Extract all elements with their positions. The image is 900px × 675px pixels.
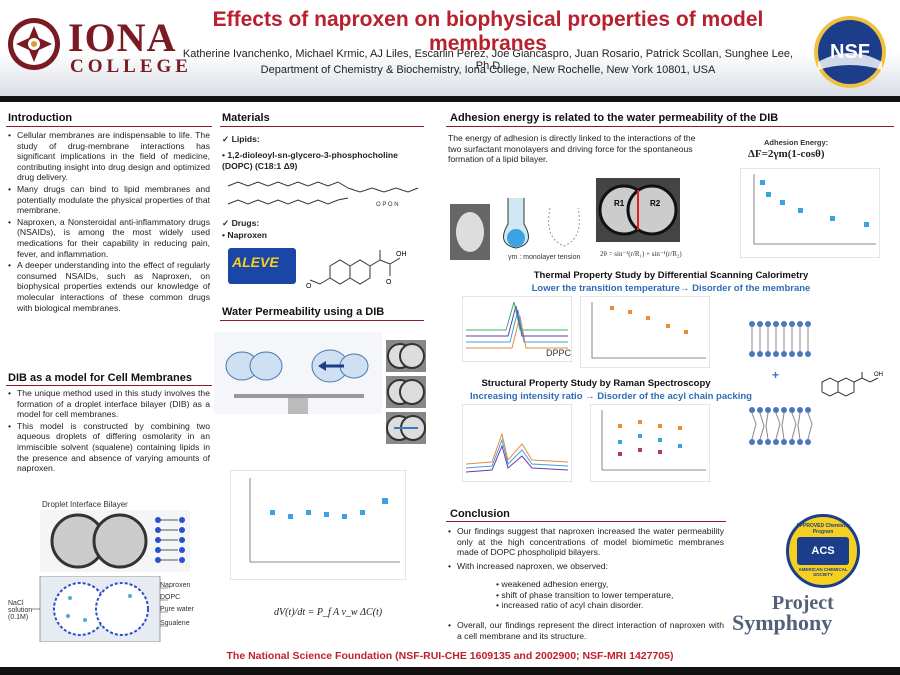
water-transport-figure (214, 332, 382, 414)
intro-body: Cellular membranes are indispensable to … (8, 130, 210, 314)
intro-bullet: Naproxen, a Nonsteroidal anti-inflammato… (8, 217, 210, 259)
dib-body: The unique method used in this study inv… (8, 388, 210, 475)
plus-icon: + (772, 368, 780, 382)
contact-angle-figure: R1 R2 (596, 178, 680, 242)
drugs-heading: ✓ Drugs: (222, 218, 260, 228)
label-dopc: DOPC (160, 594, 181, 601)
lipid-name: • 1,2-dioleoyl-sn-glycero-3-phosphocholi… (222, 150, 398, 171)
label-pure-water: Pure water (160, 606, 194, 613)
aleve-label: ALEVE (232, 254, 279, 270)
conclusion-rule (446, 521, 726, 522)
svg-text:O: O (386, 279, 392, 286)
ordered-bilayer-icon (749, 321, 811, 357)
svg-text:OH: OH (874, 372, 883, 378)
raman-ratio-plot (590, 404, 710, 482)
adhesion-text: The energy of adhesion is directly linke… (448, 133, 696, 165)
conclusion-title: Conclusion (450, 508, 510, 520)
dsc-subtitle: Lower the transition temperature→ Disord… (531, 283, 811, 294)
droplet-tension-figure (450, 198, 580, 260)
dsc-transition-plot (580, 296, 710, 368)
dopc-structure: O P O N (227, 181, 419, 208)
intro-bullet: Many drugs can bind to lipid membranes a… (8, 184, 210, 216)
intro-bullet: A deeper understanding into the effect o… (8, 260, 210, 313)
aleve-box: ALEVE (228, 248, 296, 284)
intro-bullet: Cellular membranes are indispensable to … (8, 130, 210, 183)
conclusion-bullet: With increased naproxen, we observed: (448, 561, 724, 572)
drug-name: • Naproxen (222, 230, 268, 240)
materials-title: Materials (222, 112, 270, 124)
disordered-bilayer-icon (749, 407, 813, 445)
adhesion-energy-plot (740, 168, 880, 258)
conclusion-bullet: Our findings suggest that naproxen incre… (448, 526, 724, 558)
funding-footer: The National Science Foundation (NSF-RUI… (226, 650, 674, 662)
label-squalene: Squalene (160, 620, 190, 627)
affiliation: Department of Chemistry & Biochemistry, … (260, 64, 716, 76)
dsc-plot-label: DPPC (546, 348, 572, 358)
adhesion-rule (446, 126, 894, 127)
adhesion-formula: ΔF=2γm(1-cosθ) (748, 148, 825, 160)
water-perm-rule (220, 320, 424, 321)
conclusion-sub-bullet: • increased ratio of acyl chain disorder… (496, 600, 644, 611)
nsf-logo-text: NSF (830, 41, 870, 63)
dib-bullet: The unique method used in this study inv… (8, 388, 210, 420)
acs-badge-mid: ACS (797, 537, 849, 565)
droplet-bilayer-figure (40, 510, 190, 572)
poster-title: Effects of naproxen on biophysical prope… (212, 8, 764, 55)
adhesion-energy-label: Adhesion Energy: (764, 138, 829, 147)
dib-title: DIB as a model for Cell Membranes (8, 372, 192, 384)
conclusion-sub-list: • weakened adhesion energy, • shift of p… (496, 579, 726, 611)
acs-badge-bottom: AMERICAN CHEMICAL SOCIETY (798, 567, 848, 577)
label-nacl: NaCl solution (0.1M) (8, 600, 33, 621)
intro-rule (6, 126, 212, 127)
conclusion-bullet: Overall, our findings represent the dire… (448, 620, 724, 641)
author-list: Katherine Ivanchenko, Michael Krmic, AJ … (182, 48, 794, 72)
label-naproxen: Naproxen (160, 582, 191, 589)
poster-header: IONA COLLEGE Effects of naproxen on biop… (0, 0, 900, 96)
symphony-line1: Project (772, 592, 834, 614)
water-perm-title: Water Permeability using a DIB (222, 306, 385, 318)
svg-text:OH: OH (396, 251, 407, 258)
svg-text:O P O N: O P O N (376, 202, 399, 208)
raman-title: Structural Property Study by Raman Spect… (481, 378, 711, 389)
iona-emblem-icon (8, 18, 60, 70)
dib-schematic-figure (32, 576, 168, 642)
conclusion-final: Overall, our findings represent the dire… (448, 620, 724, 642)
conclusion-sub-bullet: • shift of phase transition to lower tem… (496, 589, 674, 600)
nsf-logo: NSF (814, 16, 886, 88)
dib-bullet: This model is constructed by combining t… (8, 421, 210, 474)
naproxen-structure: OH O O (306, 250, 407, 290)
materials-rule (220, 126, 424, 127)
iona-college-logo: IONA COLLEGE (6, 12, 188, 80)
dsc-thermogram (462, 296, 572, 362)
symphony-line2: Symphony (732, 610, 833, 635)
header-divider (0, 96, 900, 102)
bottom-divider (0, 667, 900, 675)
conclusion-sub-bullet: • weakened adhesion energy, (496, 579, 609, 589)
droplet-micrographs (386, 340, 426, 444)
svg-text:R1: R1 (614, 199, 625, 208)
logo-word: IONA (68, 15, 177, 60)
svg-text:R2: R2 (650, 199, 661, 208)
conclusion-body: Our findings suggest that naproxen incre… (448, 526, 724, 572)
dsc-title: Thermal Property Study by Differential S… (533, 270, 809, 281)
monolayer-tension-label: γm : monolayer tension (508, 254, 581, 261)
raman-spectra (462, 404, 572, 482)
acs-badge: APPROVED Chemistry Program ACS AMERICAN … (786, 514, 860, 588)
raman-subtitle: Increasing intensity ratio → Disorder of… (470, 391, 752, 402)
angle-equation: 2θ = sin⁻¹(r/R₁) + sin⁻¹(r/R₂) (600, 250, 682, 258)
adhesion-title: Adhesion energy is related to the water … (450, 112, 779, 124)
permeability-equation: dV(t)/dt = P_f A v_w ΔC(t) (274, 607, 383, 618)
lipids-heading: ✓ Lipids: (222, 134, 260, 144)
dib-figure-title: Droplet Interface Bilayer (42, 500, 128, 509)
svg-text:O: O (306, 283, 312, 290)
acs-badge-top: APPROVED Chemistry Program (796, 523, 850, 535)
dib-rule (6, 385, 212, 386)
permeability-plot (230, 470, 406, 580)
intro-title: Introduction (8, 112, 73, 124)
logo-sub: COLLEGE (70, 56, 192, 77)
naproxen-structure-small: OH (821, 372, 883, 397)
